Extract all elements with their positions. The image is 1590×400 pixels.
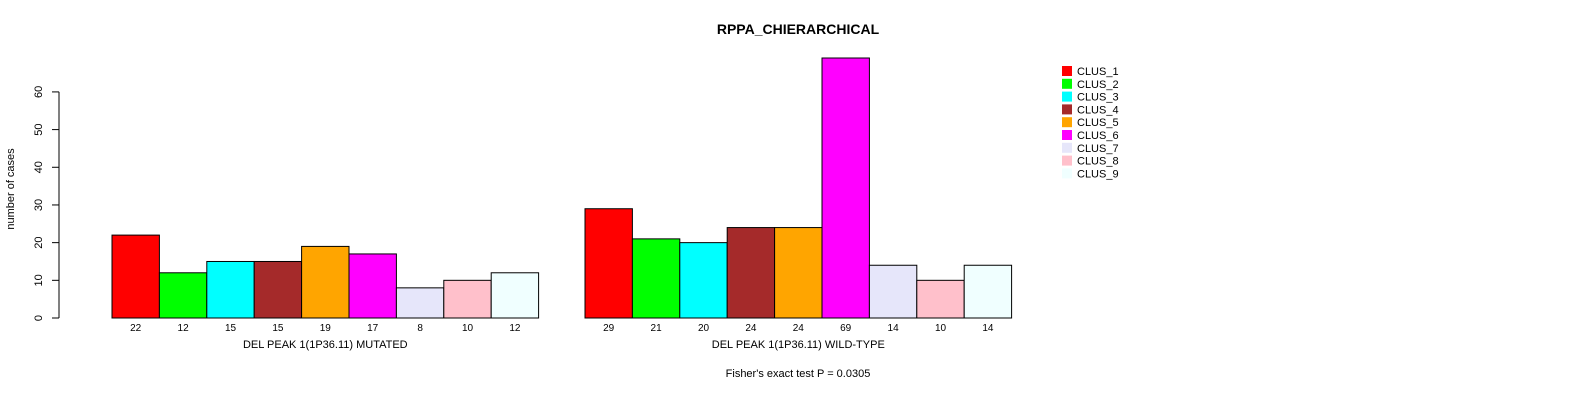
bar [584, 208, 633, 319]
legend-label: CLUS_9 [1077, 168, 1119, 180]
y-tick-label: 30 [33, 199, 45, 211]
bar [158, 272, 208, 319]
bar [868, 264, 918, 319]
legend-swatch [1062, 142, 1072, 153]
bar-value-label: 22 [130, 323, 142, 334]
legend-label: CLUS_6 [1077, 130, 1119, 142]
y-tick-label: 40 [33, 161, 45, 173]
bar [301, 245, 350, 319]
chart-title: RPPA_CHIERARCHICAL [717, 21, 880, 37]
legend-swatch [1062, 130, 1072, 140]
bar [206, 260, 255, 319]
y-tick-label: 20 [33, 237, 45, 249]
bar-value-label: 15 [225, 323, 237, 334]
bar-value-label: 10 [462, 323, 474, 334]
legend-label: CLUS_4 [1077, 104, 1119, 116]
y-tick-label: 0 [33, 315, 45, 321]
bar [679, 242, 728, 319]
y-tick-label: 60 [33, 86, 45, 98]
legend-label: CLUS_1 [1077, 66, 1119, 78]
bar [916, 279, 965, 319]
bar [395, 287, 445, 319]
y-axis-label: number of cases [5, 148, 17, 230]
bar [963, 264, 1013, 319]
bar [490, 272, 540, 319]
bar [726, 227, 776, 319]
bar-value-label: 24 [745, 323, 757, 334]
group-label: DEL PEAK 1(1P36.11) MUTATED [243, 339, 408, 351]
bar [631, 238, 681, 319]
bar-value-label: 21 [651, 323, 663, 334]
bar-value-label: 15 [272, 323, 284, 334]
bar-value-label: 12 [178, 323, 190, 334]
bar-value-label: 24 [793, 323, 805, 334]
legend-swatch [1062, 168, 1072, 179]
y-tick-label: 10 [33, 274, 45, 286]
bar-value-label: 69 [840, 323, 852, 334]
bar-value-label: 8 [417, 323, 423, 334]
legend-swatch [1062, 91, 1072, 102]
bar-value-label: 12 [509, 323, 521, 334]
bar-value-label: 14 [982, 323, 994, 334]
legend-label: CLUS_7 [1077, 143, 1119, 155]
bar-value-label: 20 [698, 323, 710, 334]
y-tick-label: 50 [33, 123, 45, 135]
bar [774, 227, 823, 319]
fisher-test-footnote: Fisher's exact test P = 0.0305 [726, 368, 871, 380]
legend-swatch [1062, 66, 1072, 76]
legend-swatch [1062, 117, 1072, 128]
bar [111, 234, 160, 319]
bars [111, 57, 1013, 319]
bar-value-label: 29 [603, 323, 615, 334]
group-label: DEL PEAK 1(1P36.11) WILD-TYPE [712, 339, 885, 351]
y-axis: 0 10 20 30 40 50 60 [33, 86, 60, 321]
bar [253, 260, 303, 319]
legend-label: CLUS_8 [1077, 156, 1119, 168]
group-labels: DEL PEAK 1(1P36.11) MUTATED DEL PEAK 1(1P… [243, 339, 885, 351]
legend: CLUS_1CLUS_2CLUS_3CLUS_4CLUS_5CLUS_6CLUS… [1062, 66, 1119, 180]
legend-label: CLUS_5 [1077, 117, 1119, 129]
legend-swatch [1062, 78, 1072, 89]
legend-swatch [1062, 104, 1072, 115]
bar-value-label: 10 [935, 323, 947, 334]
bar-value-label: 17 [367, 323, 379, 334]
bar [348, 253, 397, 319]
bar-value-label: 19 [320, 323, 332, 334]
legend-label: CLUS_2 [1077, 79, 1119, 91]
bar-value-labels: 22 12 15 15 19 17 8 10 12 29 21 20 24 24 69 14 10 14 [130, 323, 994, 334]
bar [443, 279, 492, 319]
bar [821, 57, 870, 319]
legend-swatch [1062, 155, 1072, 166]
legend-label: CLUS_3 [1077, 92, 1119, 104]
bar-value-label: 14 [888, 323, 900, 334]
